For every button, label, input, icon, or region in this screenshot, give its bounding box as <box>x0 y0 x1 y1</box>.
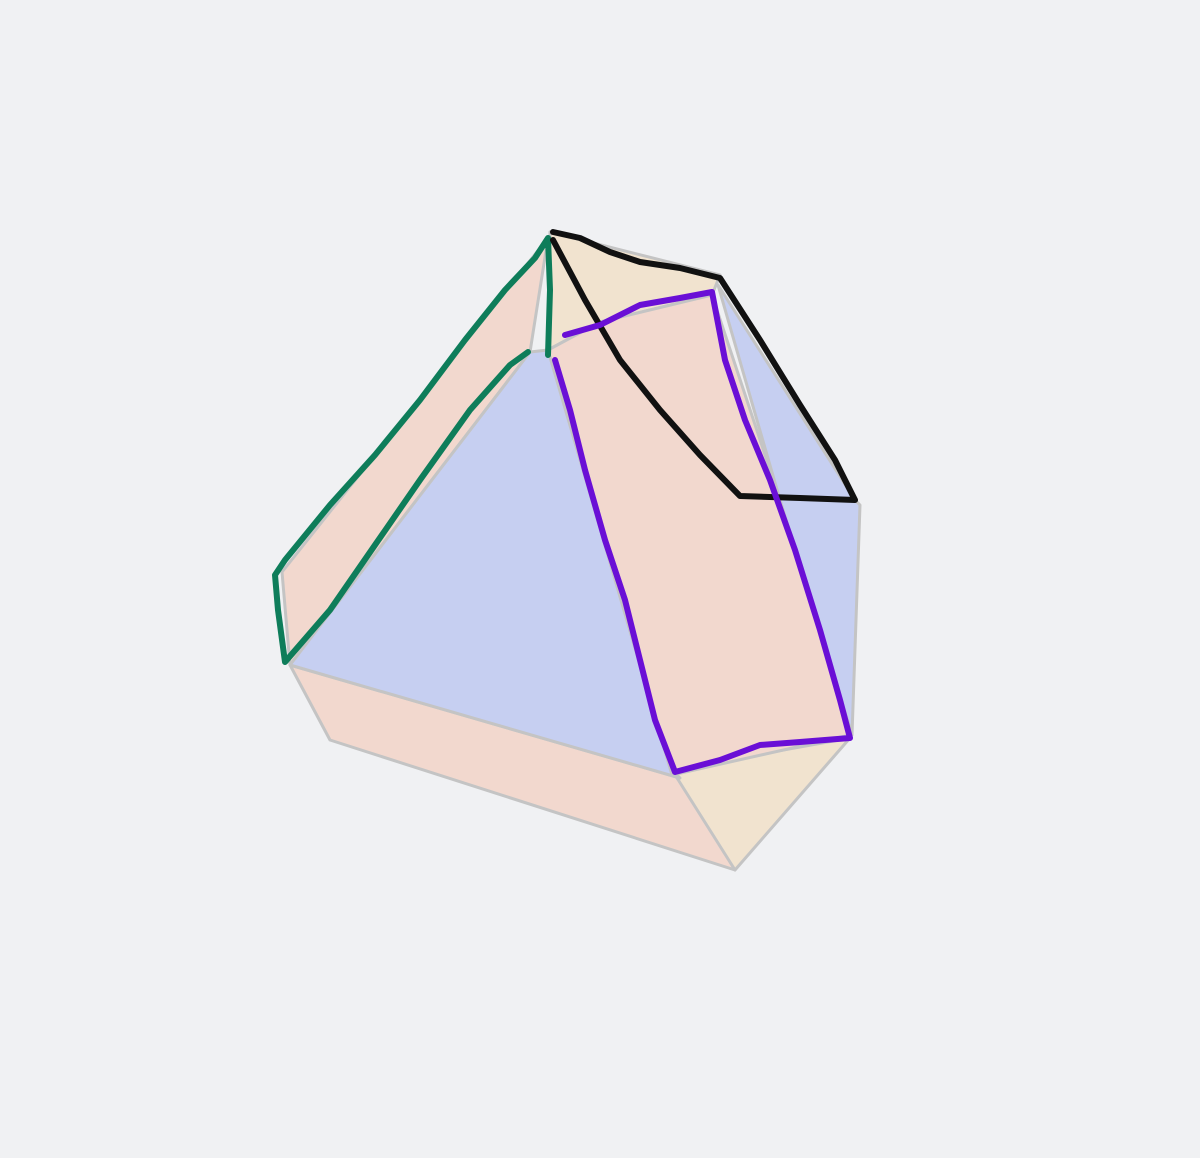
green-outline <box>272 235 553 665</box>
purple-outline <box>552 289 853 775</box>
black-outline <box>550 229 858 503</box>
annotations <box>272 229 858 775</box>
